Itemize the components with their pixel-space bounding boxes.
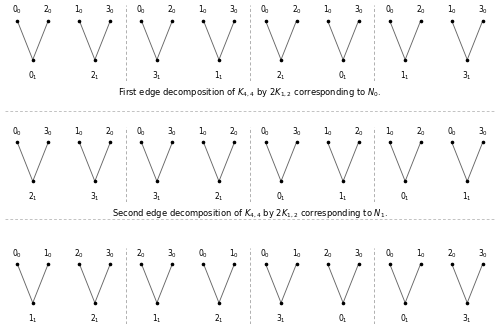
- Text: $2_1$: $2_1$: [28, 191, 38, 203]
- Text: $2_0$: $2_0$: [74, 247, 85, 260]
- Text: $0_0$: $0_0$: [384, 247, 394, 260]
- Text: $2_0$: $2_0$: [446, 247, 456, 260]
- Text: First edge decomposition of $K_{4,4}$ by $2K_{1,2}$ corresponding to $N_0$.: First edge decomposition of $K_{4,4}$ by…: [118, 86, 382, 99]
- Text: $1_0$: $1_0$: [322, 4, 332, 16]
- Text: $3_0$: $3_0$: [106, 247, 116, 260]
- Text: $1_0$: $1_0$: [292, 247, 302, 260]
- Text: $0_1$: $0_1$: [400, 313, 410, 325]
- Text: $2_0$: $2_0$: [106, 125, 116, 138]
- Text: $3_0$: $3_0$: [354, 4, 364, 16]
- Text: $3_0$: $3_0$: [44, 125, 54, 138]
- Text: $2_0$: $2_0$: [354, 125, 364, 138]
- Text: $1_0$: $1_0$: [446, 4, 456, 16]
- Text: $0_0$: $0_0$: [260, 4, 270, 16]
- Text: $2_1$: $2_1$: [90, 69, 100, 82]
- Text: $0_0$: $0_0$: [446, 125, 456, 138]
- Text: $1_0$: $1_0$: [198, 125, 208, 138]
- Text: $1_1$: $1_1$: [462, 191, 472, 203]
- Text: $1_0$: $1_0$: [416, 247, 426, 260]
- Text: $3_0$: $3_0$: [168, 247, 177, 260]
- Text: $1_0$: $1_0$: [384, 125, 394, 138]
- Text: $1_0$: $1_0$: [198, 4, 208, 16]
- Text: $3_1$: $3_1$: [152, 69, 162, 82]
- Text: $3_1$: $3_1$: [152, 191, 162, 203]
- Text: $2_0$: $2_0$: [416, 4, 426, 16]
- Text: $3_0$: $3_0$: [168, 125, 177, 138]
- Text: $0_0$: $0_0$: [12, 4, 22, 16]
- Text: $2_1$: $2_1$: [90, 313, 100, 325]
- Text: $0_0$: $0_0$: [384, 4, 394, 16]
- Text: $2_0$: $2_0$: [44, 4, 54, 16]
- Text: $3_0$: $3_0$: [292, 125, 302, 138]
- Text: $0_0$: $0_0$: [260, 247, 270, 260]
- Text: $0_0$: $0_0$: [198, 247, 208, 260]
- Text: $0_1$: $0_1$: [276, 191, 286, 203]
- Text: $3_0$: $3_0$: [230, 4, 239, 16]
- Text: $2_1$: $2_1$: [214, 191, 224, 203]
- Text: $3_0$: $3_0$: [106, 4, 116, 16]
- Text: $0_0$: $0_0$: [136, 125, 146, 138]
- Text: $2_0$: $2_0$: [416, 125, 426, 138]
- Text: $0_1$: $0_1$: [28, 69, 38, 82]
- Text: $0_1$: $0_1$: [338, 313, 348, 325]
- Text: $0_1$: $0_1$: [338, 69, 348, 82]
- Text: $1_0$: $1_0$: [44, 247, 54, 260]
- Text: $0_0$: $0_0$: [136, 4, 146, 16]
- Text: $3_0$: $3_0$: [354, 247, 364, 260]
- Text: $2_0$: $2_0$: [136, 247, 146, 260]
- Text: $1_0$: $1_0$: [322, 125, 332, 138]
- Text: $0_0$: $0_0$: [12, 247, 22, 260]
- Text: $2_1$: $2_1$: [214, 313, 224, 325]
- Text: $2_0$: $2_0$: [292, 4, 302, 16]
- Text: $2_1$: $2_1$: [276, 69, 286, 82]
- Text: $1_1$: $1_1$: [28, 313, 38, 325]
- Text: $3_1$: $3_1$: [462, 69, 472, 82]
- Text: $3_1$: $3_1$: [462, 313, 472, 325]
- Text: $0_1$: $0_1$: [400, 191, 410, 203]
- Text: $0_0$: $0_0$: [260, 125, 270, 138]
- Text: $3_0$: $3_0$: [478, 4, 488, 16]
- Text: $3_1$: $3_1$: [276, 313, 286, 325]
- Text: $3_0$: $3_0$: [478, 247, 488, 260]
- Text: $1_0$: $1_0$: [74, 125, 85, 138]
- Text: $0_0$: $0_0$: [12, 125, 22, 138]
- Text: $1_1$: $1_1$: [400, 69, 410, 82]
- Text: Second edge decomposition of $K_{4,4}$ by $2K_{1,2}$ corresponding to $N_1$.: Second edge decomposition of $K_{4,4}$ b…: [112, 207, 388, 220]
- Text: $2_0$: $2_0$: [168, 4, 177, 16]
- Text: $1_1$: $1_1$: [152, 313, 162, 325]
- Text: $1_0$: $1_0$: [230, 247, 239, 260]
- Text: $1_1$: $1_1$: [214, 69, 224, 82]
- Text: $1_0$: $1_0$: [74, 4, 85, 16]
- Text: $3_0$: $3_0$: [478, 125, 488, 138]
- Text: $2_0$: $2_0$: [230, 125, 239, 138]
- Text: $3_1$: $3_1$: [90, 191, 100, 203]
- Text: $1_1$: $1_1$: [338, 191, 348, 203]
- Text: $2_0$: $2_0$: [322, 247, 332, 260]
